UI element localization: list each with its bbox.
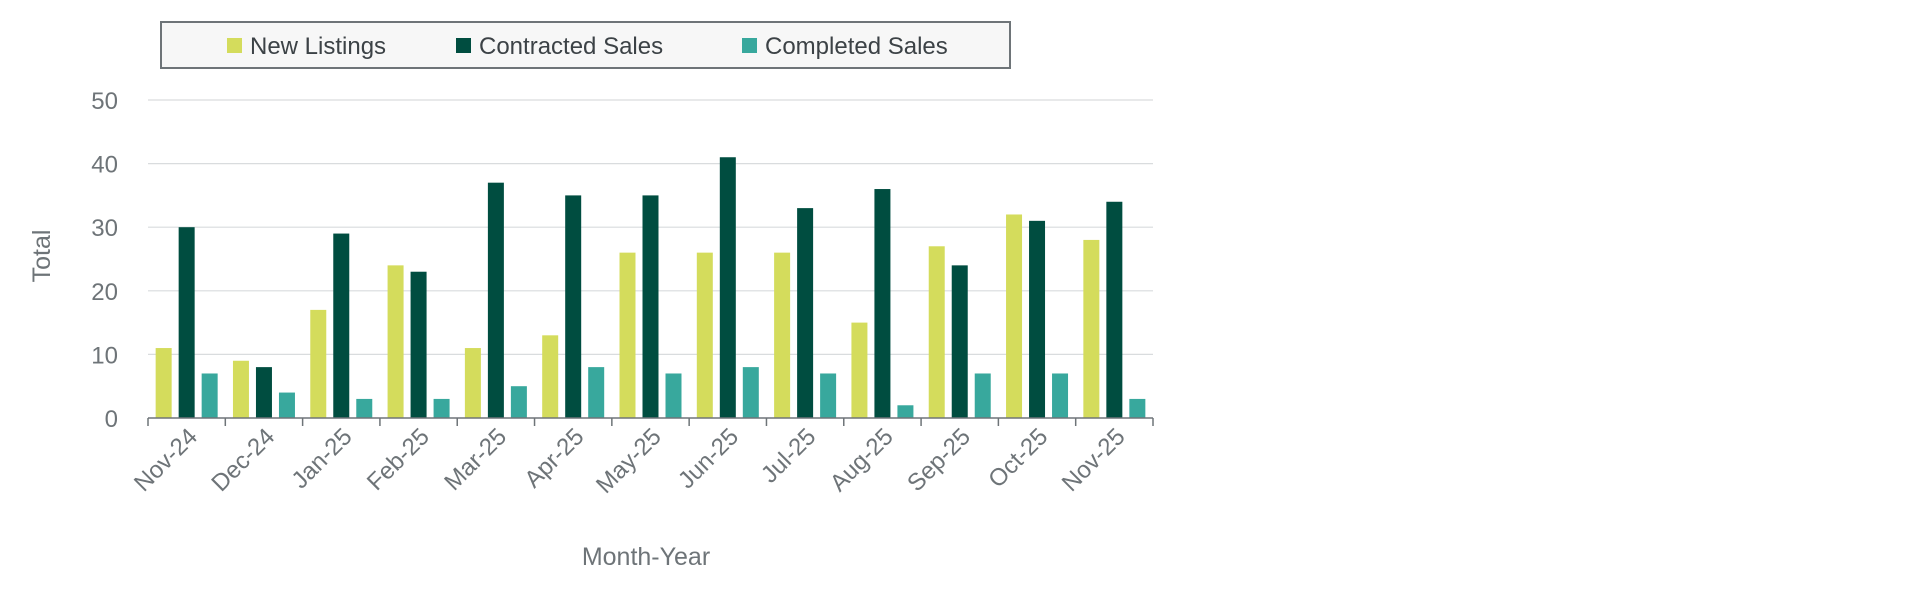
y-axis-ticks: 0 10 20 30 40 50 xyxy=(91,88,118,433)
bar-completed-sales xyxy=(820,373,837,418)
bar-completed-sales xyxy=(1129,398,1146,418)
bar-new-listings xyxy=(1083,239,1100,418)
chart-bars xyxy=(155,157,1146,419)
bar-completed-sales xyxy=(356,398,373,418)
bar-new-listings xyxy=(155,348,172,418)
legend-swatch-new-listings xyxy=(227,38,242,53)
legend-box xyxy=(160,21,1011,69)
x-tick-label: May-25 xyxy=(591,423,667,499)
chart-legend: New Listings Contracted Sales Completed Sa… xyxy=(160,21,1011,69)
legend-label-completed-sales: Completed Sales xyxy=(765,33,948,60)
x-tick-label: Sep-25 xyxy=(902,423,976,497)
x-tick-label: Aug-25 xyxy=(825,423,899,497)
chart-axes xyxy=(147,417,1154,426)
y-tick-label: 40 xyxy=(91,152,118,179)
x-tick-label: Mar-25 xyxy=(439,423,512,496)
x-tick-label: Jan-25 xyxy=(287,423,358,494)
x-tick-label: Oct-25 xyxy=(983,423,1053,493)
bar-new-listings xyxy=(387,265,404,418)
x-axis-ticks: Nov-24 Dec-24 Jan-25 Feb-25 Mar-25 Apr-25 May-… xyxy=(129,423,1130,499)
x-axis-title: Month-Year xyxy=(582,543,710,571)
bar-completed-sales xyxy=(433,398,450,418)
y-tick-label: 0 xyxy=(105,406,118,433)
legend-label-contracted-sales: Contracted Sales xyxy=(479,33,663,60)
legend-swatch-completed-sales xyxy=(742,38,757,53)
bar-contracted-sales xyxy=(1029,220,1046,418)
bar-completed-sales xyxy=(278,392,295,418)
bar-new-listings xyxy=(1006,214,1023,418)
bar-new-listings xyxy=(464,348,481,418)
bar-new-listings xyxy=(619,252,636,418)
bar-new-listings xyxy=(928,246,945,418)
bar-contracted-sales xyxy=(1106,201,1123,418)
x-tick-label: Jul-25 xyxy=(756,423,821,488)
y-tick-label: 50 xyxy=(91,88,118,115)
x-tick-label: Nov-25 xyxy=(1057,423,1131,497)
bar-contracted-sales xyxy=(719,157,736,419)
y-axis-title: Total xyxy=(28,230,56,283)
bar-contracted-sales xyxy=(565,195,582,418)
y-tick-label: 30 xyxy=(91,215,118,242)
bar-completed-sales xyxy=(588,367,605,418)
bar-new-listings xyxy=(774,252,791,418)
bar-new-listings xyxy=(542,335,559,418)
x-tick-label: Dec-24 xyxy=(206,423,280,497)
bar-contracted-sales xyxy=(255,367,272,418)
bar-contracted-sales xyxy=(642,195,659,418)
bar-contracted-sales xyxy=(951,265,968,418)
bar-completed-sales xyxy=(897,405,914,418)
bar-new-listings xyxy=(310,309,327,418)
bar-new-listings xyxy=(851,322,868,418)
bar-completed-sales xyxy=(201,373,218,418)
bar-contracted-sales xyxy=(178,227,195,418)
bar-contracted-sales xyxy=(797,208,814,418)
bar-completed-sales xyxy=(510,386,527,418)
legend-label-new-listings: New Listings xyxy=(250,33,386,60)
x-tick-label: Feb-25 xyxy=(362,423,435,496)
bar-completed-sales xyxy=(1052,373,1069,418)
bar-new-listings xyxy=(696,252,713,418)
bar-completed-sales xyxy=(742,367,759,418)
bar-new-listings xyxy=(232,360,249,418)
x-tick-label: Jun-25 xyxy=(673,423,744,494)
y-tick-label: 20 xyxy=(91,279,118,306)
bar-contracted-sales xyxy=(487,182,504,418)
bar-contracted-sales xyxy=(333,233,350,418)
bar-contracted-sales xyxy=(410,271,427,418)
bar-completed-sales xyxy=(665,373,682,418)
bar-contracted-sales xyxy=(874,189,891,418)
x-tick-label: Apr-25 xyxy=(519,423,589,493)
bar-completed-sales xyxy=(974,373,991,418)
y-tick-label: 10 xyxy=(91,342,118,369)
legend-swatch-contracted-sales xyxy=(456,38,471,53)
x-tick-label: Nov-24 xyxy=(129,423,203,497)
